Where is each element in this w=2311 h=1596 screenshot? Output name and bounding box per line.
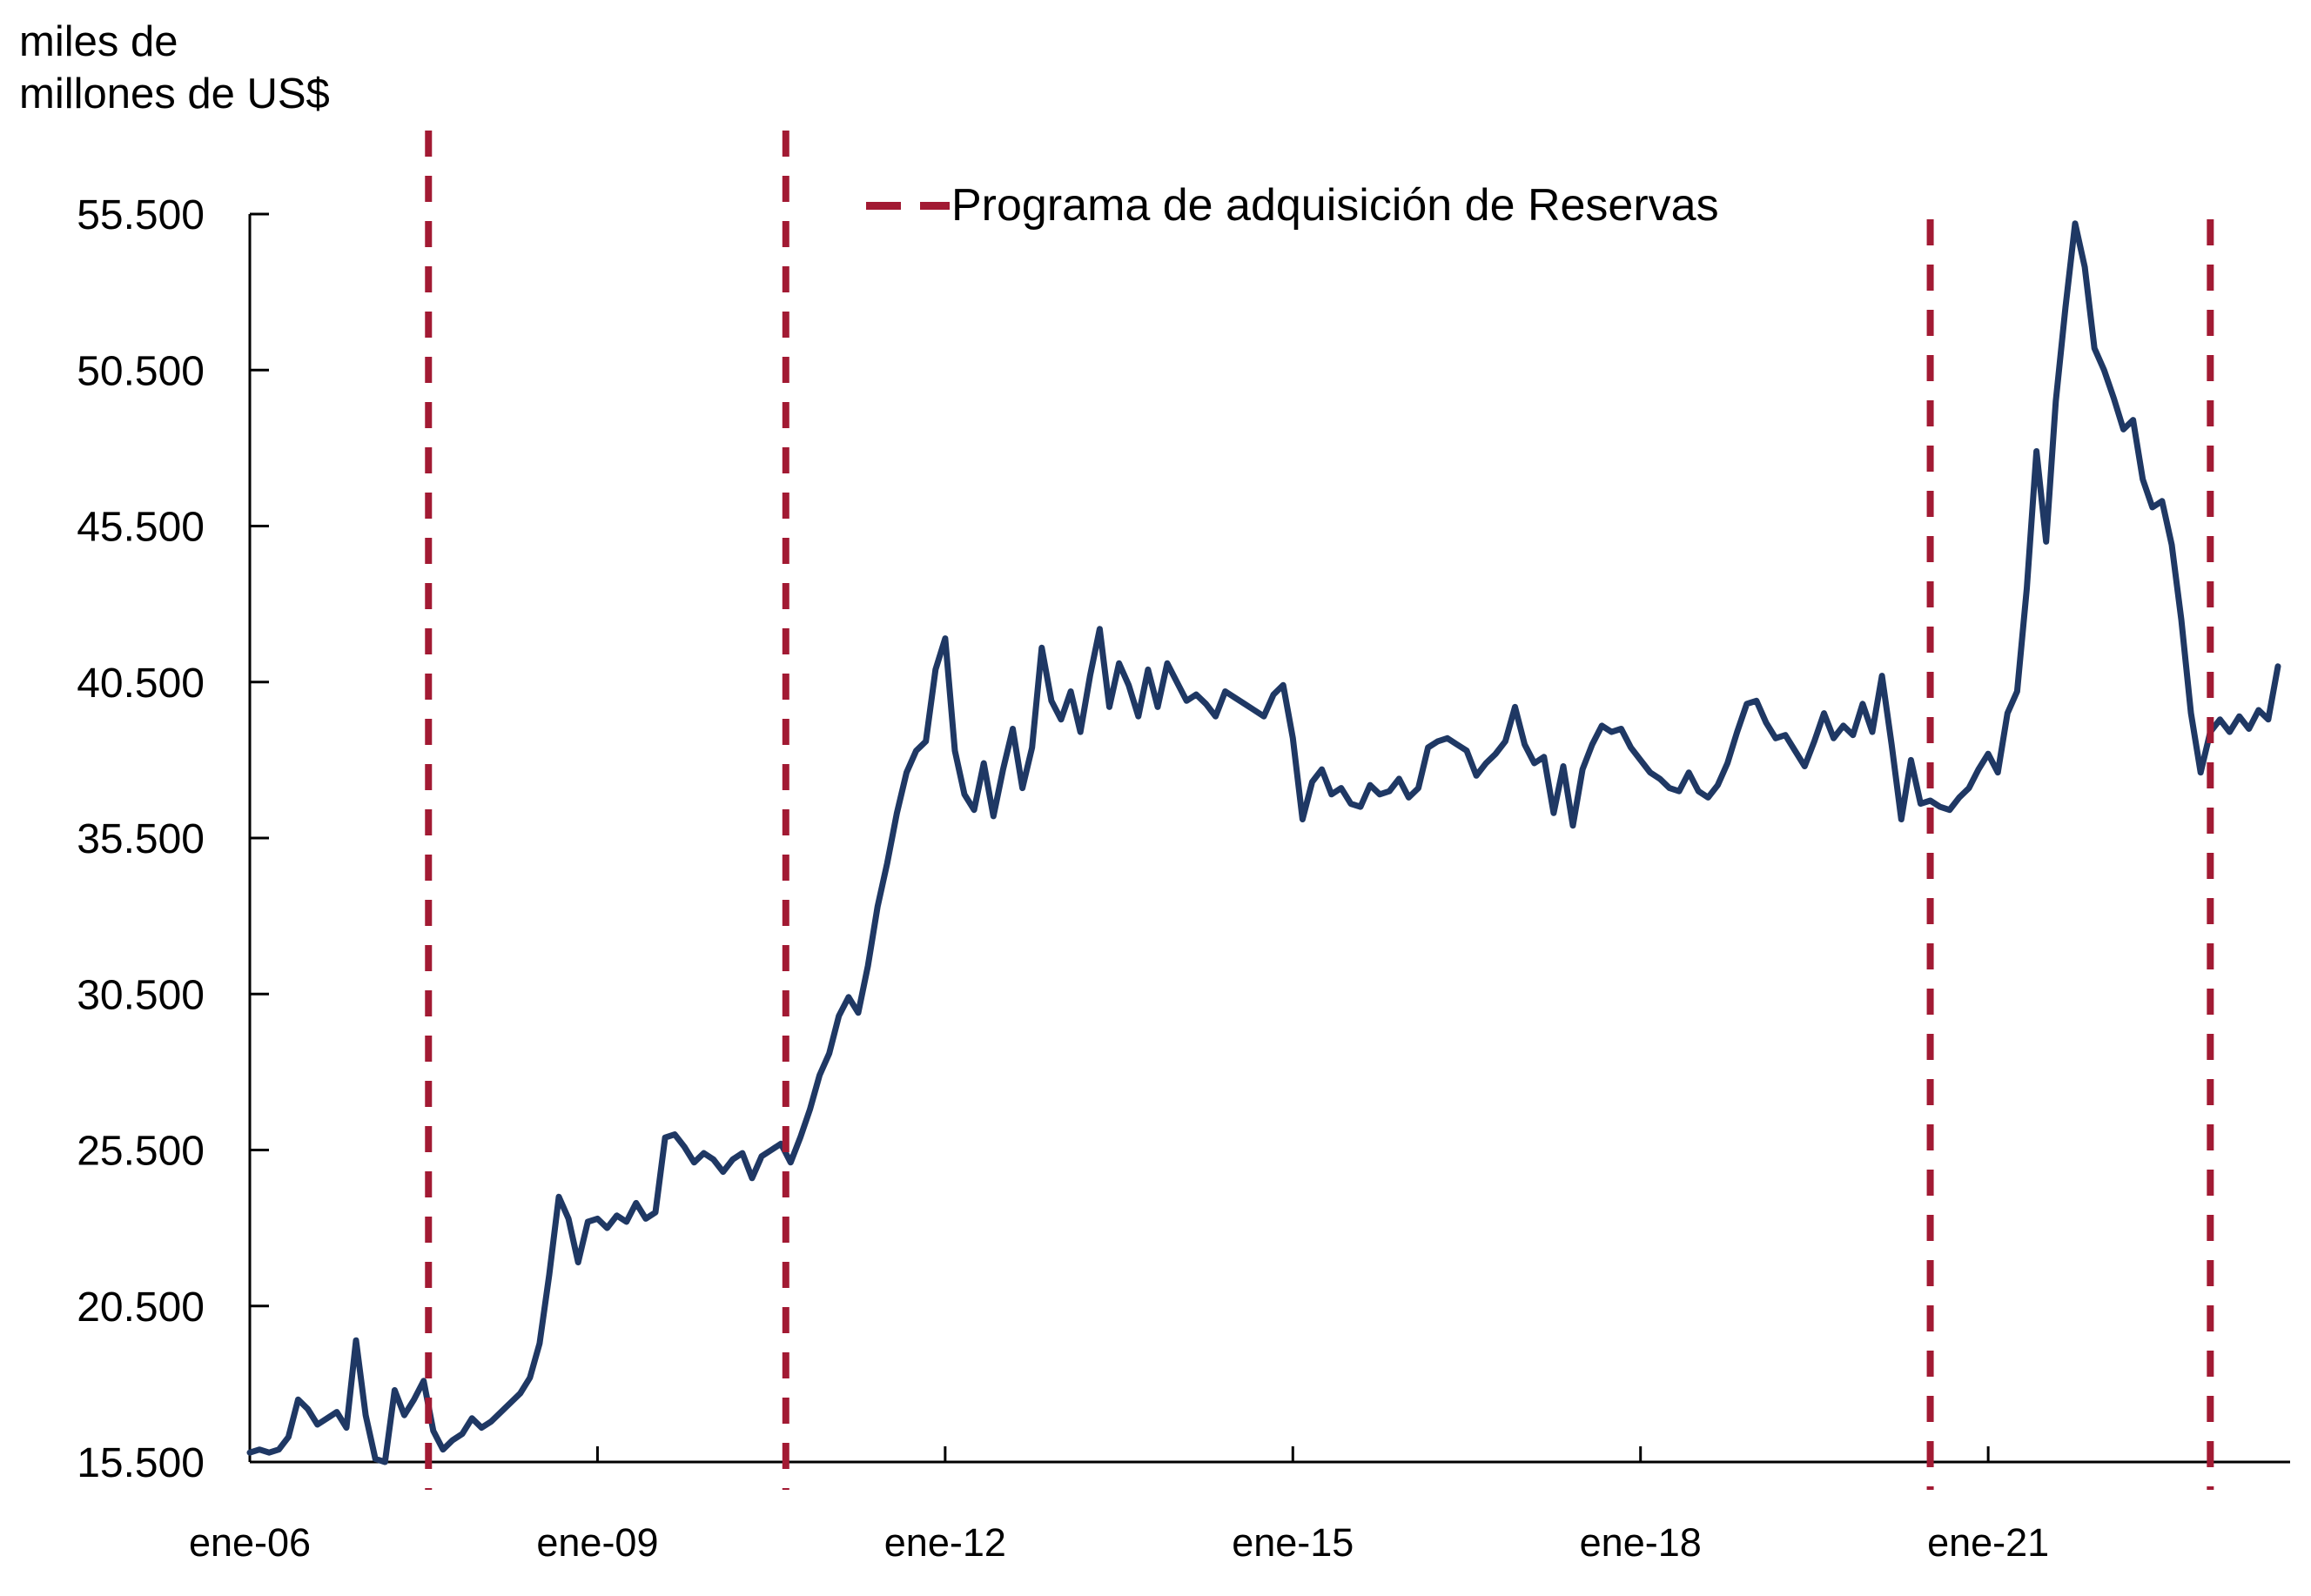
x-tick-label: ene-21 — [1927, 1520, 2049, 1565]
y-tick-label: 55.500 — [77, 192, 205, 238]
legend-label: Programa de adquisición de Reservas — [951, 180, 1719, 231]
y-tick-label: 40.500 — [77, 661, 205, 707]
y-tick-label: 20.500 — [77, 1284, 205, 1331]
x-tick-label: ene-12 — [884, 1520, 1006, 1565]
chart-legend: Programa de adquisición de Reservas — [866, 179, 1719, 231]
x-tick-label: ene-06 — [189, 1520, 311, 1565]
y-tick-label: 15.500 — [77, 1440, 205, 1486]
x-tick-label: ene-15 — [1232, 1520, 1354, 1565]
y-tick-label: 25.500 — [77, 1129, 205, 1175]
program-period-lines — [425, 131, 2214, 1490]
reserves-series-line — [246, 220, 2281, 1465]
axes — [248, 214, 2290, 1464]
y-tick-label: 35.500 — [77, 816, 205, 862]
axis-unit-label-line2: millones de US$ — [19, 70, 330, 117]
axis-unit-label-line1: miles de — [19, 18, 178, 65]
x-tick-label: ene-09 — [536, 1520, 658, 1565]
y-tick-label: 50.500 — [77, 348, 205, 394]
x-axis-ticks: ene-06 ene-09 ene-12 ene-15 ene-18 ene-21 — [189, 1446, 2049, 1565]
x-tick-label: ene-18 — [1580, 1520, 1702, 1565]
y-tick-label: 45.500 — [77, 505, 205, 551]
legend-dashed-line-swatch — [866, 201, 950, 210]
axis-unit-label: miles de millones de US$ — [19, 16, 330, 120]
y-tick-label: 30.500 — [77, 972, 205, 1018]
y-axis-ticks: 55.500 50.500 45.500 40.500 35.500 30.500 25.5… — [77, 192, 269, 1486]
